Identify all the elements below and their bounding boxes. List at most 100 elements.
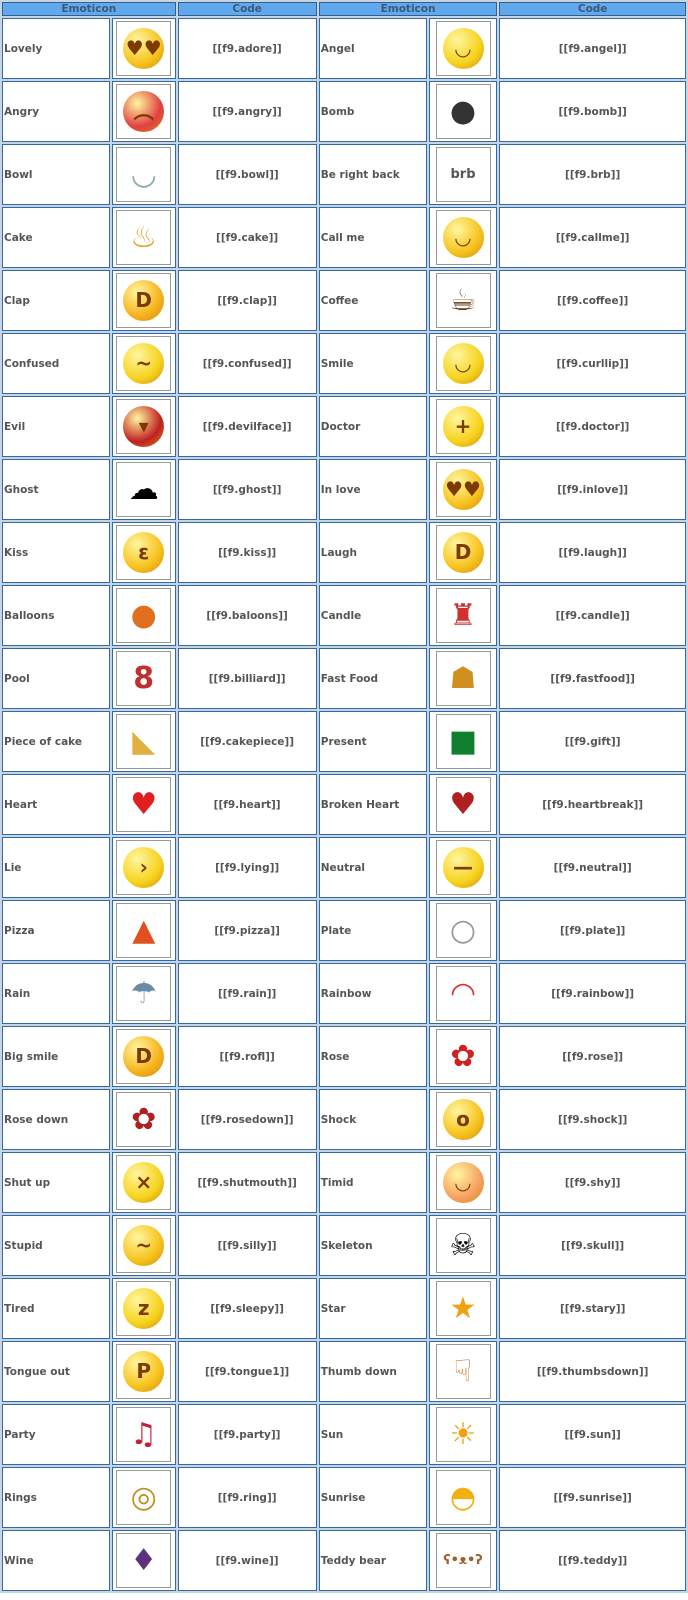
emoticon-code: [[f9.thumbsdown]]: [499, 1341, 686, 1402]
emoticon-code: [[f9.tongue1]]: [177, 1341, 317, 1402]
doctor-face-icon[interactable]: +: [435, 399, 491, 454]
teddy-bear-icon[interactable]: ʕ•ᴥ•ʔ: [435, 1533, 491, 1588]
balloons-icon[interactable]: ●: [116, 588, 172, 643]
emoticon-code: [[f9.angel]]: [499, 18, 686, 79]
table-row: Confused ~ [[f9.confused]] Smile ◡ [[f9.curll…: [2, 333, 686, 394]
emoticon-code: [[f9.sleepy]]: [177, 1278, 317, 1339]
shocked-face-icon[interactable]: o: [435, 1092, 491, 1147]
wine-bottles-icon[interactable]: ♦: [116, 1533, 172, 1588]
billiard-balls-icon[interactable]: 8: [116, 651, 172, 706]
sun-icon[interactable]: ☀: [435, 1407, 491, 1462]
fast-food-icon[interactable]: ☗: [435, 651, 491, 706]
header-code: Code: [177, 2, 317, 16]
sleepy-face-icon[interactable]: z: [116, 1281, 172, 1336]
party-icon[interactable]: ♫: [116, 1407, 172, 1462]
confused-face-icon[interactable]: ~: [116, 336, 172, 391]
emoticon-name: Angel: [318, 18, 427, 79]
emoticon-code: [[f9.callme]]: [499, 207, 686, 268]
bowl-icon[interactable]: ◡: [116, 147, 172, 202]
emoticon-name: Teddy bear: [318, 1530, 427, 1591]
thumbs-down-icon[interactable]: ☟: [435, 1344, 491, 1399]
pizza-icon[interactable]: ▲: [116, 903, 172, 958]
emoticon-code: [[f9.cakepiece]]: [177, 711, 317, 772]
sunrise-icon[interactable]: ◓: [435, 1470, 491, 1525]
rain-cloud-icon[interactable]: ☂: [116, 966, 172, 1021]
emoticon-code: [[f9.confused]]: [177, 333, 317, 394]
ghost-icon[interactable]: ☁: [116, 462, 172, 517]
emoticon-name: Shock: [318, 1089, 427, 1150]
cake-slice-icon[interactable]: ◣: [116, 714, 172, 769]
shut-mouth-face-icon[interactable]: ×: [116, 1155, 172, 1210]
emoticon-name: Stupid: [2, 1215, 110, 1276]
emoticon-name: Sunrise: [318, 1467, 427, 1528]
smile-face-icon[interactable]: ◡: [435, 336, 491, 391]
emoticon-name: Clap: [2, 270, 110, 331]
kiss-face-icon[interactable]: ε: [116, 525, 172, 580]
silly-face-icon[interactable]: ~: [116, 1218, 172, 1273]
emoticon-name: Rainbow: [318, 963, 427, 1024]
emoticon-name: Call me: [318, 207, 427, 268]
wedding-rings-icon[interactable]: ◎: [116, 1470, 172, 1525]
coffee-icon[interactable]: ☕: [435, 273, 491, 328]
emoticon-code: [[f9.bomb]]: [499, 81, 686, 142]
clap-face-icon[interactable]: D: [116, 273, 172, 328]
tongue-out-face-icon[interactable]: P: [116, 1344, 172, 1399]
emoticon-code: [[f9.rofl]]: [177, 1026, 317, 1087]
heart-icon[interactable]: ♥: [116, 777, 172, 832]
header-code: Code: [499, 2, 686, 16]
star-icon[interactable]: ★: [435, 1281, 491, 1336]
emoticon-name: Big smile: [2, 1026, 110, 1087]
table-row: Kiss ε [[f9.kiss]] Laugh D [[f9.laugh]]: [2, 522, 686, 583]
candle-icon[interactable]: ♜: [435, 588, 491, 643]
gift-icon[interactable]: ■: [435, 714, 491, 769]
shy-face-icon[interactable]: ◡: [435, 1155, 491, 1210]
emoticon-code: [[f9.inlove]]: [499, 459, 686, 520]
table-row: Rings ◎ [[f9.ring]] Sunrise ◓ [[f9.sunrise]]: [2, 1467, 686, 1528]
emoticon-name: Smile: [318, 333, 427, 394]
bomb-icon[interactable]: ●: [435, 84, 491, 139]
devil-face-icon[interactable]: ▾: [116, 399, 172, 454]
big-smile-face-icon[interactable]: D: [116, 1029, 172, 1084]
emoticon-name: Rose down: [2, 1089, 110, 1150]
angel-face-icon[interactable]: ◡: [435, 21, 491, 76]
in-love-face-icon[interactable]: ♥♥: [435, 462, 491, 517]
emoticon-name: Lovely: [2, 18, 110, 79]
emoticon-name: Shut up: [2, 1152, 110, 1213]
emoticon-code: [[f9.rainbow]]: [499, 963, 686, 1024]
lying-face-icon[interactable]: ›: [116, 840, 172, 895]
table-row: Cake ♨ [[f9.cake]] Call me ◡ [[f9.callme]]: [2, 207, 686, 268]
table-row: Heart ♥ [[f9.heart]] Broken Heart ♥ [[f9.hear…: [2, 774, 686, 835]
skull-icon[interactable]: ☠: [435, 1218, 491, 1273]
header-emoticon: Emoticon: [318, 2, 498, 16]
emoticon-name: Tongue out: [2, 1341, 110, 1402]
emoticon-name: Coffee: [318, 270, 427, 331]
brb-sign-icon[interactable]: brb: [435, 147, 491, 202]
plate-icon[interactable]: ○: [435, 903, 491, 958]
emoticon-name: Angry: [2, 81, 110, 142]
heart-eyes-face-icon[interactable]: ♥♥: [116, 21, 172, 76]
emoticon-code: [[f9.heartbreak]]: [499, 774, 686, 835]
emoticon-code: [[f9.teddy]]: [499, 1530, 686, 1591]
table-row: Tired z [[f9.sleepy]] Star ★ [[f9.stary]]: [2, 1278, 686, 1339]
emoticon-name: Balloons: [2, 585, 110, 646]
emoticon-code: [[f9.shutmouth]]: [177, 1152, 317, 1213]
birthday-cake-icon[interactable]: ♨: [116, 210, 172, 265]
wilted-rose-icon[interactable]: ✿: [116, 1092, 172, 1147]
emoticon-name: Doctor: [318, 396, 427, 457]
emoticon-name: Broken Heart: [318, 774, 427, 835]
angry-face-icon[interactable]: ︵: [116, 84, 172, 139]
rainbow-icon[interactable]: ◠: [435, 966, 491, 1021]
table-row: Rain ☂ [[f9.rain]] Rainbow ◠ [[f9.rainbow]]: [2, 963, 686, 1024]
rose-icon[interactable]: ✿: [435, 1029, 491, 1084]
emoticon-name: Ghost: [2, 459, 110, 520]
phone-face-icon[interactable]: ◡: [435, 210, 491, 265]
emoticon-code: [[f9.party]]: [177, 1404, 317, 1465]
emoticon-code: [[f9.fastfood]]: [499, 648, 686, 709]
emoticon-name: Party: [2, 1404, 110, 1465]
neutral-face-icon[interactable]: —: [435, 840, 491, 895]
emoticon-code: [[f9.sun]]: [499, 1404, 686, 1465]
emoticon-name: Be right back: [318, 144, 427, 205]
emoticon-code: [[f9.shock]]: [499, 1089, 686, 1150]
laugh-face-icon[interactable]: D: [435, 525, 491, 580]
broken-heart-icon[interactable]: ♥: [435, 777, 491, 832]
